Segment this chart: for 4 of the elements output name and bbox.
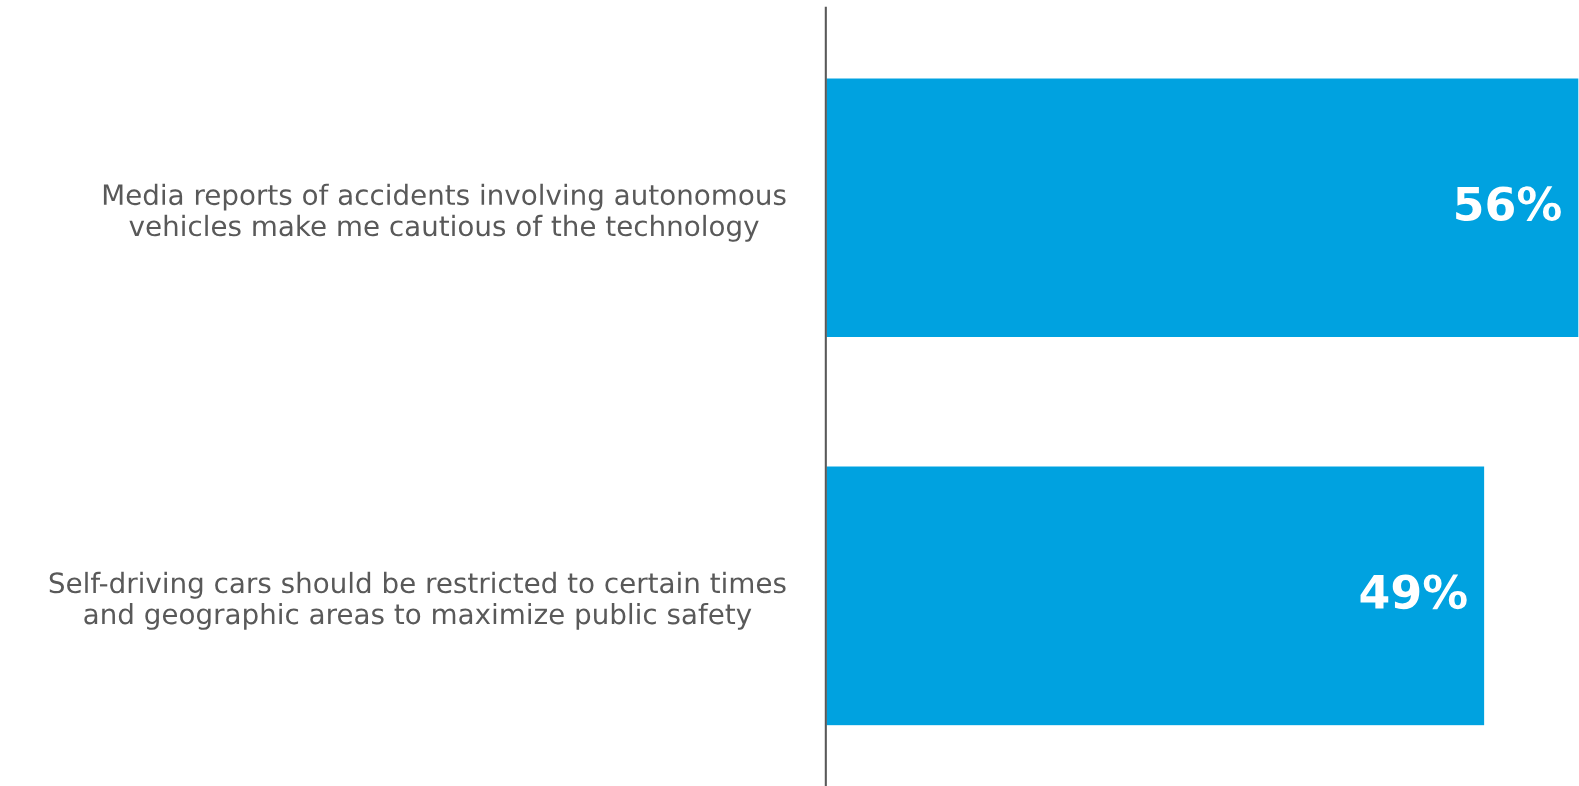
data-label: 56% — [1456, 186, 1561, 222]
data-label: 49% — [1360, 574, 1467, 610]
y-tick-label: Media reports of accidents involving autonomous vehicles make me cautious of the technology — [103, 183, 786, 242]
y-tick-label: Self-driving cars should be restricted to certain times and geographic areas to maximize public safety — [49, 571, 786, 630]
